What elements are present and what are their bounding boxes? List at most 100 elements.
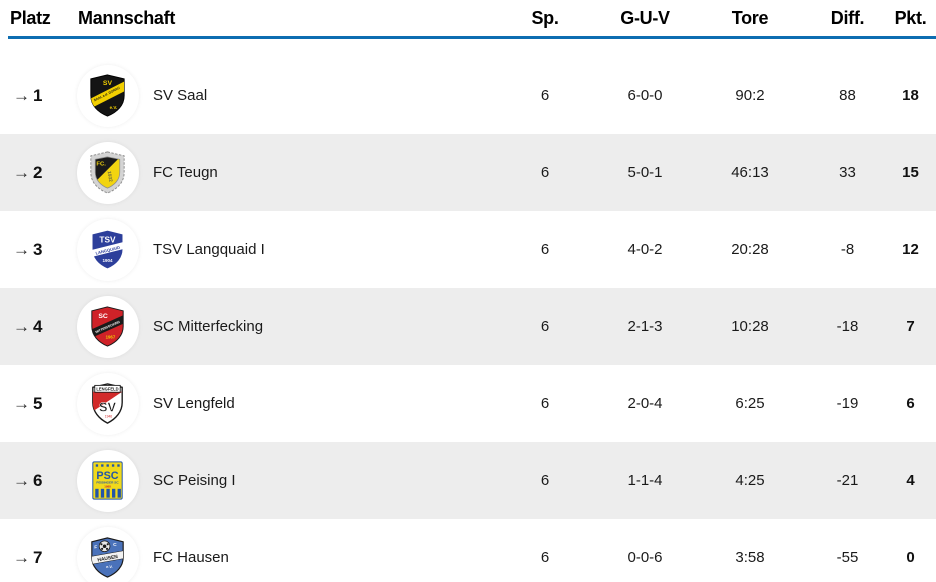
team-crest-cell: SAAL a.d. DONAU SV e.V. bbox=[70, 64, 145, 127]
rank-number: 1 bbox=[33, 86, 43, 105]
rank-number: 5 bbox=[33, 394, 43, 413]
svg-text:LENGFELD: LENGFELD bbox=[96, 387, 118, 392]
trend-steady-icon: → bbox=[13, 471, 30, 490]
win-draw-loss: 4-0-2 bbox=[627, 241, 663, 258]
rank-cell: → 2 bbox=[0, 164, 70, 181]
sc-mitterfecking-crest-icon: MITTERFECKING SC 1967 bbox=[76, 295, 139, 358]
table-row[interactable]: → 7 HAUSEN F C e.V. bbox=[0, 519, 936, 582]
trend-steady-icon: → bbox=[13, 317, 30, 336]
team-crest-cell: LANGQUAID TSV 1904 bbox=[70, 218, 145, 281]
points: 18 bbox=[902, 87, 919, 104]
svg-text:1932: 1932 bbox=[106, 171, 114, 183]
team-name: SC Mitterfecking bbox=[153, 318, 264, 335]
rank-number: 3 bbox=[33, 240, 43, 259]
svg-text:PEISINGER SC: PEISINGER SC bbox=[96, 480, 119, 484]
points: 4 bbox=[906, 472, 915, 489]
rank-number: 2 bbox=[33, 163, 43, 182]
header-divider bbox=[8, 36, 936, 39]
col-header-mannschaft: Mannschaft bbox=[78, 7, 176, 28]
points: 7 bbox=[906, 318, 915, 335]
table-row[interactable]: → 5 LENGFELD SV 1946 SV Lengfeld 6 2- bbox=[0, 365, 936, 442]
goals: 46:13 bbox=[731, 164, 769, 181]
team-name: SC Peising I bbox=[153, 472, 236, 489]
goals: 6:25 bbox=[735, 395, 765, 412]
win-draw-loss: 5-0-1 bbox=[627, 164, 663, 181]
goal-difference: -18 bbox=[836, 318, 859, 335]
goals: 90:2 bbox=[735, 87, 765, 104]
svg-text:SV: SV bbox=[99, 399, 116, 414]
win-draw-loss: 1-1-4 bbox=[627, 472, 663, 489]
table-row[interactable]: → 4 MITTERFECKING SC 1967 SC Mitterfecki… bbox=[0, 288, 936, 365]
points: 15 bbox=[902, 164, 919, 181]
svg-text:SC: SC bbox=[98, 313, 108, 320]
rank-cell: → 3 bbox=[0, 241, 70, 258]
header-gap bbox=[0, 39, 936, 57]
goal-difference: 88 bbox=[839, 87, 856, 104]
team-crest-cell: FC. 1932 bbox=[70, 141, 145, 204]
svg-text:SV: SV bbox=[103, 80, 113, 87]
sc-peising-crest-icon: PSC PEISINGER SC 1988 bbox=[76, 449, 139, 512]
svg-text:F: F bbox=[94, 545, 97, 551]
fc-teugn-crest-icon: FC. 1932 bbox=[76, 141, 139, 204]
trend-steady-icon: → bbox=[13, 548, 30, 567]
col-header-pkt: Pkt. bbox=[894, 7, 927, 28]
win-draw-loss: 2-0-4 bbox=[627, 395, 663, 412]
goals: 10:28 bbox=[731, 318, 769, 335]
trend-steady-icon: → bbox=[13, 240, 30, 259]
team-crest-cell: LENGFELD SV 1946 bbox=[70, 372, 145, 435]
svg-text:FC.: FC. bbox=[96, 162, 106, 168]
table-row[interactable]: → 3 LANGQUAID TSV 1904 TSV Langquaid I 6… bbox=[0, 211, 936, 288]
trend-steady-icon: → bbox=[13, 394, 30, 413]
svg-text:e.V.: e.V. bbox=[110, 105, 118, 110]
col-header-diff: Diff. bbox=[830, 7, 865, 28]
rank-number: 7 bbox=[33, 548, 43, 567]
rank-cell: → 1 bbox=[0, 87, 70, 104]
team-name: FC Hausen bbox=[153, 549, 229, 566]
points: 6 bbox=[906, 395, 915, 412]
svg-text:LANGQUAID: LANGQUAID bbox=[95, 245, 120, 256]
matches-played: 6 bbox=[540, 318, 550, 335]
team-crest-cell: PSC PEISINGER SC 1988 bbox=[70, 449, 145, 512]
matches-played: 6 bbox=[540, 164, 550, 181]
goals: 3:58 bbox=[735, 549, 765, 566]
table-row[interactable]: → 2 FC. 1932 FC Teugn 6 5-0-1 bbox=[0, 134, 936, 211]
svg-text:1988: 1988 bbox=[104, 484, 111, 488]
goal-difference: -19 bbox=[836, 395, 859, 412]
svg-text:C: C bbox=[113, 542, 117, 548]
sv-saal-crest-icon: SAAL a.d. DONAU SV e.V. bbox=[76, 64, 139, 127]
trend-steady-icon: → bbox=[13, 163, 30, 182]
team-name: SV Saal bbox=[153, 87, 208, 104]
goal-difference: 33 bbox=[839, 164, 856, 181]
tsv-langquaid-crest-icon: LANGQUAID TSV 1904 bbox=[76, 218, 139, 281]
col-header-platz: Platz bbox=[10, 7, 51, 28]
svg-text:TSV: TSV bbox=[99, 235, 116, 245]
matches-played: 6 bbox=[540, 395, 550, 412]
svg-text:HAUSEN: HAUSEN bbox=[97, 554, 119, 564]
goal-difference: -55 bbox=[836, 549, 859, 566]
points: 0 bbox=[906, 549, 915, 566]
rank-cell: → 5 bbox=[0, 395, 70, 412]
table-header: Platz Mannschaft Sp. G-U-V Tore Diff. Pk… bbox=[0, 0, 936, 36]
rank-number: 6 bbox=[33, 471, 43, 490]
table-row[interactable]: → 1 SAAL a.d. DONAU SV e.V. SV Saal 6 6-… bbox=[0, 57, 936, 134]
team-crest-cell: HAUSEN F C e.V. bbox=[70, 526, 145, 582]
team-name: TSV Langquaid I bbox=[153, 241, 265, 258]
svg-text:1904: 1904 bbox=[102, 258, 113, 263]
goals: 20:28 bbox=[731, 241, 769, 258]
team-crest-cell: MITTERFECKING SC 1967 bbox=[70, 295, 145, 358]
trend-steady-icon: → bbox=[13, 86, 30, 105]
team-name: SV Lengfeld bbox=[153, 395, 235, 412]
col-header-tore: Tore bbox=[731, 7, 769, 28]
matches-played: 6 bbox=[540, 549, 550, 566]
rank-cell: → 7 bbox=[0, 549, 70, 566]
win-draw-loss: 2-1-3 bbox=[627, 318, 663, 335]
col-header-guv: G-U-V bbox=[620, 7, 670, 28]
col-header-sp: Sp. bbox=[531, 7, 559, 28]
goal-difference: -8 bbox=[840, 241, 855, 258]
sv-lengfeld-crest-icon: LENGFELD SV 1946 bbox=[76, 372, 139, 435]
table-row[interactable]: → 6 PSC PEISINGER SC 1988 bbox=[0, 442, 936, 519]
win-draw-loss: 6-0-0 bbox=[627, 87, 663, 104]
rank-cell: → 4 bbox=[0, 318, 70, 335]
team-name: FC Teugn bbox=[153, 164, 218, 181]
